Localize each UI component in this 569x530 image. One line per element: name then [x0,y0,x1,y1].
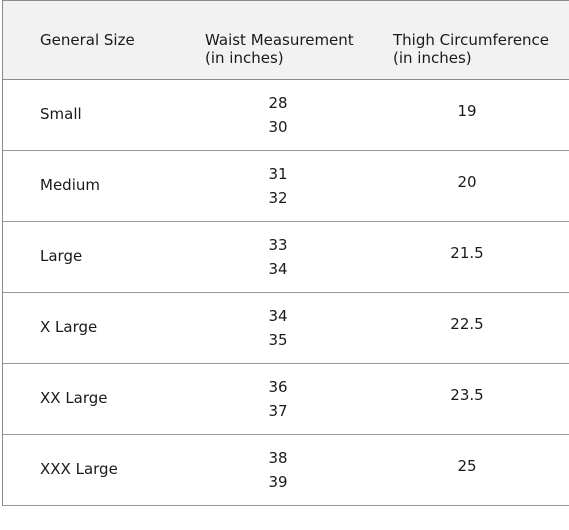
thigh-cell: 25 [457,457,477,475]
waist-low: 31 [268,165,288,183]
waist-high: 34 [268,260,288,278]
table-row: Small 28 30 19 [3,80,569,151]
header-thigh-title: Thigh Circumference [393,31,550,49]
waist-high: 30 [268,118,288,136]
thigh-cell: 22.5 [450,315,484,333]
thigh-cell: 19 [457,102,477,120]
waist-high: 39 [268,473,288,491]
waist-high: 37 [268,402,288,420]
table-row: Medium 31 32 20 [3,151,569,222]
thigh-cell: 20 [457,173,477,191]
thigh-cell: 21.5 [450,244,484,262]
size-cell: Large [40,247,83,265]
waist-cell: 36 37 [178,364,366,434]
table-row: XXX Large 38 39 25 [3,435,569,506]
waist-low: 36 [268,378,288,396]
waist-cell: 31 32 [178,151,366,221]
header-waist-title: Waist Measurement [205,31,354,49]
size-chart-table: General Size Waist Measurement (in inche… [2,0,569,506]
table-row: XX Large 36 37 23.5 [3,364,569,435]
header-waist: Waist Measurement (in inches) [178,1,366,79]
waist-cell: 34 35 [178,293,366,363]
waist-cell: 28 30 [178,80,366,150]
waist-low: 28 [268,94,288,112]
waist-high: 32 [268,189,288,207]
waist-cell: 33 34 [178,222,366,292]
header-thigh-unit: (in inches) [393,49,472,67]
table-row: Large 33 34 21.5 [3,222,569,293]
waist-high: 35 [268,331,288,349]
header-waist-unit: (in inches) [205,49,284,67]
waist-low: 34 [268,307,288,325]
waist-low: 33 [268,236,288,254]
waist-low: 38 [268,449,288,467]
size-cell: X Large [40,318,98,336]
header-general-size: General Size [40,31,135,49]
size-cell: XX Large [40,389,108,407]
size-cell: Medium [40,176,100,194]
header-thigh: Thigh Circumference (in inches) [366,1,568,79]
table-header-row: General Size Waist Measurement (in inche… [3,1,569,80]
waist-cell: 38 39 [178,435,366,505]
size-cell: XXX Large [40,460,118,478]
thigh-cell: 23.5 [450,386,484,404]
table-row: X Large 34 35 22.5 [3,293,569,364]
size-cell: Small [40,105,82,123]
